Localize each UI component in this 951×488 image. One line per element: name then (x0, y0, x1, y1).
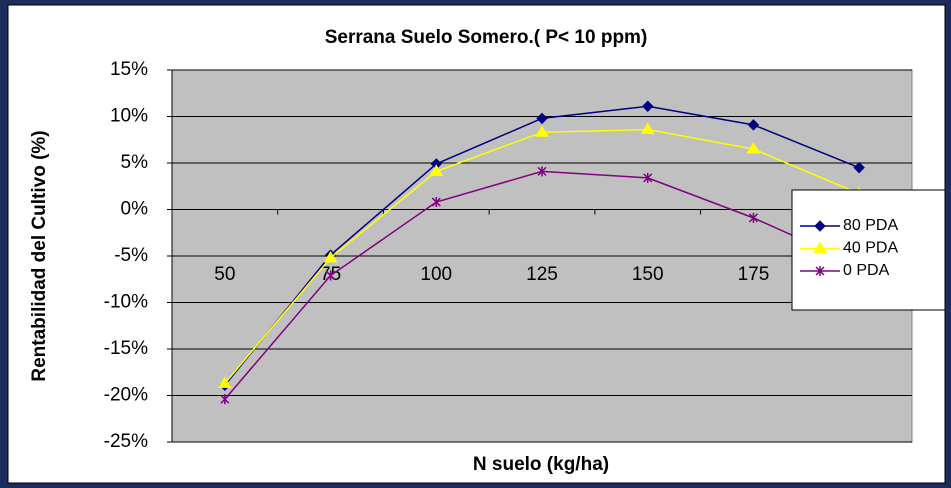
marker (642, 100, 654, 112)
marker (537, 166, 547, 177)
y-tick-label: 15% (110, 59, 148, 80)
marker (640, 122, 655, 135)
marker (431, 197, 441, 208)
marker (813, 241, 827, 253)
y-tick-label: -25% (104, 431, 148, 452)
y-tick-label: 0% (121, 199, 149, 220)
legend: 80 PDA 40 PDA 0 PDA (791, 189, 946, 311)
y-tick-label: -5% (114, 245, 148, 266)
legend-label: 0 PDA (843, 262, 890, 279)
y-tick-label: -10% (104, 292, 148, 313)
marker (217, 376, 232, 388)
marker (323, 250, 338, 263)
marker (536, 112, 548, 125)
marker (814, 220, 826, 232)
x-axis-title: N suelo (kg/ha) (473, 454, 609, 475)
marker (853, 161, 865, 174)
legend-label: 80 PDA (843, 217, 898, 234)
y-tick-label: -15% (104, 338, 148, 359)
x-tick-label: 100 (420, 264, 452, 285)
chart-title: Serrana Suelo Somero.( P< 10 ppm) (325, 27, 648, 48)
x-tick-label: 175 (738, 264, 770, 285)
x-tick-label: 125 (526, 264, 558, 285)
y-axis-title: Rentabilidad del Cultivo (%) (29, 130, 50, 381)
marker (748, 212, 758, 223)
y-tick-label: -20% (104, 385, 148, 406)
marker (746, 142, 761, 154)
marker (429, 164, 444, 176)
marker (747, 119, 760, 131)
marker (535, 125, 549, 137)
x-tick-label: 150 (632, 264, 664, 285)
y-tick-label: 5% (121, 152, 149, 173)
marker (815, 266, 825, 276)
y-tick-label: 10% (110, 106, 148, 127)
marker (643, 172, 653, 183)
marker (326, 270, 336, 281)
marker (220, 394, 230, 405)
legend-label: 40 PDA (843, 240, 898, 257)
x-tick-label: 50 (214, 264, 235, 285)
